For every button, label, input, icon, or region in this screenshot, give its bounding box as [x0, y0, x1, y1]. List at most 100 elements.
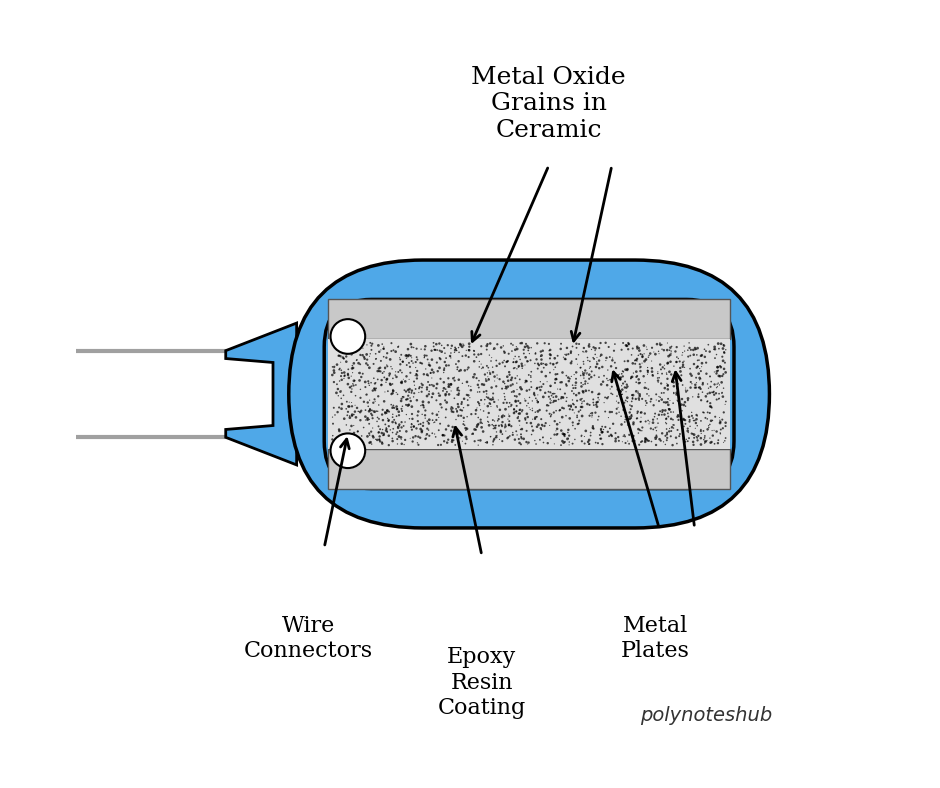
Point — [553, 403, 568, 416]
Point — [717, 347, 732, 359]
Point — [562, 429, 577, 442]
Point — [355, 349, 370, 362]
Point — [415, 399, 431, 411]
Point — [711, 377, 726, 389]
Point — [378, 362, 393, 374]
Point — [541, 390, 556, 403]
Point — [697, 437, 713, 449]
Point — [712, 388, 727, 400]
Point — [362, 427, 377, 440]
Point — [440, 339, 455, 351]
Point — [525, 404, 540, 417]
Point — [632, 344, 647, 357]
Point — [409, 368, 424, 381]
Point — [676, 413, 691, 426]
Point — [451, 374, 466, 386]
Point — [420, 353, 435, 366]
Point — [473, 416, 488, 429]
Point — [556, 437, 572, 449]
Point — [454, 396, 469, 408]
Point — [557, 387, 572, 400]
Point — [469, 403, 484, 415]
Point — [523, 354, 538, 366]
Point — [446, 421, 461, 433]
Point — [605, 418, 620, 430]
Point — [514, 405, 529, 418]
Point — [469, 351, 484, 363]
Point — [703, 381, 718, 393]
Point — [486, 343, 501, 355]
Point — [582, 373, 597, 385]
Point — [638, 434, 653, 447]
Point — [426, 336, 441, 349]
Point — [669, 340, 684, 353]
Point — [717, 356, 732, 369]
Point — [659, 418, 674, 430]
Point — [334, 364, 349, 377]
Point — [631, 423, 646, 436]
Point — [378, 418, 393, 431]
Point — [533, 350, 548, 362]
Point — [603, 429, 619, 441]
Point — [660, 379, 675, 392]
Point — [447, 344, 462, 356]
Point — [359, 339, 374, 351]
Point — [419, 428, 434, 440]
Point — [401, 386, 416, 399]
Point — [695, 357, 710, 370]
Point — [594, 378, 609, 391]
Point — [641, 389, 656, 402]
Point — [365, 412, 380, 425]
Point — [386, 414, 401, 426]
Point — [385, 387, 400, 400]
Point — [709, 348, 724, 361]
Point — [451, 381, 466, 394]
Point — [531, 396, 546, 408]
Point — [534, 381, 549, 393]
Point — [481, 407, 496, 419]
Point — [479, 391, 494, 403]
Point — [694, 427, 709, 440]
Point — [433, 373, 448, 385]
Point — [368, 348, 384, 360]
Point — [449, 388, 464, 401]
Point — [612, 368, 627, 381]
Point — [400, 392, 415, 405]
Point — [473, 403, 488, 416]
Point — [463, 384, 478, 396]
Point — [358, 411, 373, 423]
Point — [462, 337, 477, 350]
Point — [485, 438, 500, 451]
Point — [534, 366, 549, 378]
Point — [522, 348, 537, 360]
Point — [494, 382, 509, 395]
Point — [656, 387, 671, 400]
Point — [713, 428, 728, 440]
Point — [474, 340, 489, 352]
Point — [558, 353, 573, 366]
Point — [338, 338, 353, 351]
Point — [453, 339, 468, 351]
Point — [565, 437, 580, 450]
Point — [659, 428, 674, 440]
Point — [512, 414, 527, 427]
Point — [553, 376, 568, 388]
Point — [664, 430, 679, 443]
Point — [670, 409, 685, 422]
Point — [345, 432, 360, 444]
Point — [608, 433, 623, 445]
Point — [595, 426, 610, 438]
Point — [650, 376, 666, 388]
Point — [532, 381, 547, 394]
Point — [529, 411, 544, 423]
Point — [684, 370, 699, 382]
Point — [684, 410, 699, 422]
Point — [450, 382, 465, 395]
Point — [349, 379, 364, 392]
Point — [658, 396, 673, 409]
Point — [445, 433, 460, 446]
Point — [581, 339, 596, 351]
Point — [417, 349, 432, 362]
Point — [665, 421, 680, 433]
Point — [358, 376, 373, 388]
